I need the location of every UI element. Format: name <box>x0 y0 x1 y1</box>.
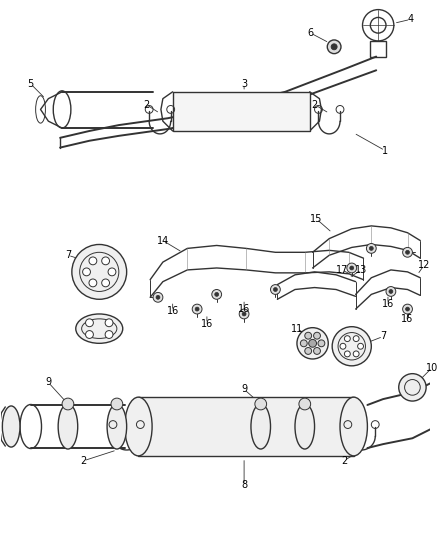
Circle shape <box>406 251 410 254</box>
Circle shape <box>72 245 127 300</box>
Circle shape <box>105 319 113 327</box>
Text: 8: 8 <box>241 480 247 490</box>
Text: 7: 7 <box>380 332 386 342</box>
Circle shape <box>102 279 110 287</box>
Circle shape <box>369 246 373 251</box>
Circle shape <box>273 287 277 292</box>
Text: 9: 9 <box>45 377 51 387</box>
Circle shape <box>305 348 311 354</box>
Circle shape <box>299 398 311 410</box>
Text: 12: 12 <box>418 260 431 270</box>
Text: 17: 17 <box>336 265 348 275</box>
Ellipse shape <box>340 397 367 456</box>
Text: 1: 1 <box>382 146 388 156</box>
Text: 10: 10 <box>426 363 438 373</box>
Polygon shape <box>138 397 354 456</box>
Circle shape <box>353 336 359 342</box>
Circle shape <box>389 289 393 293</box>
Ellipse shape <box>125 397 152 456</box>
Circle shape <box>153 293 163 302</box>
Text: 3: 3 <box>241 79 247 89</box>
Circle shape <box>89 279 97 287</box>
Circle shape <box>300 340 307 347</box>
Ellipse shape <box>2 406 20 447</box>
Circle shape <box>314 348 321 354</box>
Circle shape <box>314 332 321 339</box>
Text: 13: 13 <box>355 265 367 275</box>
Text: 16: 16 <box>238 304 250 314</box>
Circle shape <box>105 330 113 338</box>
Ellipse shape <box>251 404 271 449</box>
Circle shape <box>403 304 413 314</box>
Text: 2: 2 <box>341 456 347 466</box>
Polygon shape <box>173 92 310 131</box>
Text: 5: 5 <box>28 79 34 89</box>
Circle shape <box>403 247 413 257</box>
Circle shape <box>344 336 350 342</box>
Circle shape <box>331 44 337 50</box>
Circle shape <box>305 332 311 339</box>
Circle shape <box>357 343 364 349</box>
Circle shape <box>85 330 93 338</box>
Circle shape <box>83 268 90 276</box>
Circle shape <box>327 40 341 54</box>
Text: 11: 11 <box>291 324 303 334</box>
Circle shape <box>332 327 371 366</box>
Circle shape <box>347 263 357 273</box>
Text: 16: 16 <box>166 306 179 316</box>
Text: 16: 16 <box>382 299 394 309</box>
Circle shape <box>62 398 74 410</box>
Text: 2: 2 <box>143 100 149 110</box>
Circle shape <box>318 340 325 347</box>
Text: 15: 15 <box>311 214 323 224</box>
Circle shape <box>406 307 410 311</box>
Circle shape <box>309 340 317 347</box>
Circle shape <box>353 351 359 357</box>
Circle shape <box>367 244 376 253</box>
Text: 16: 16 <box>401 314 413 324</box>
Circle shape <box>85 319 93 327</box>
Circle shape <box>344 351 350 357</box>
Circle shape <box>255 398 267 410</box>
Circle shape <box>386 287 396 296</box>
Text: 4: 4 <box>407 14 413 25</box>
Circle shape <box>212 289 222 300</box>
Text: 9: 9 <box>241 384 247 394</box>
Circle shape <box>156 295 160 300</box>
Text: 7: 7 <box>65 251 71 260</box>
Circle shape <box>242 312 246 316</box>
Circle shape <box>102 257 110 265</box>
Circle shape <box>215 293 219 296</box>
Circle shape <box>111 398 123 410</box>
Circle shape <box>399 374 426 401</box>
Circle shape <box>340 343 346 349</box>
Text: 16: 16 <box>201 319 213 329</box>
Text: 2: 2 <box>311 100 318 110</box>
Text: 14: 14 <box>157 236 169 246</box>
Circle shape <box>239 309 249 319</box>
Circle shape <box>89 257 97 265</box>
Text: 6: 6 <box>307 28 314 38</box>
Circle shape <box>192 304 202 314</box>
Circle shape <box>271 285 280 294</box>
Ellipse shape <box>295 404 314 449</box>
Ellipse shape <box>76 314 123 343</box>
Circle shape <box>108 268 116 276</box>
Text: 2: 2 <box>81 456 87 466</box>
Ellipse shape <box>58 404 78 449</box>
Circle shape <box>297 328 328 359</box>
Ellipse shape <box>107 404 127 449</box>
Circle shape <box>195 307 199 311</box>
Circle shape <box>350 266 354 270</box>
